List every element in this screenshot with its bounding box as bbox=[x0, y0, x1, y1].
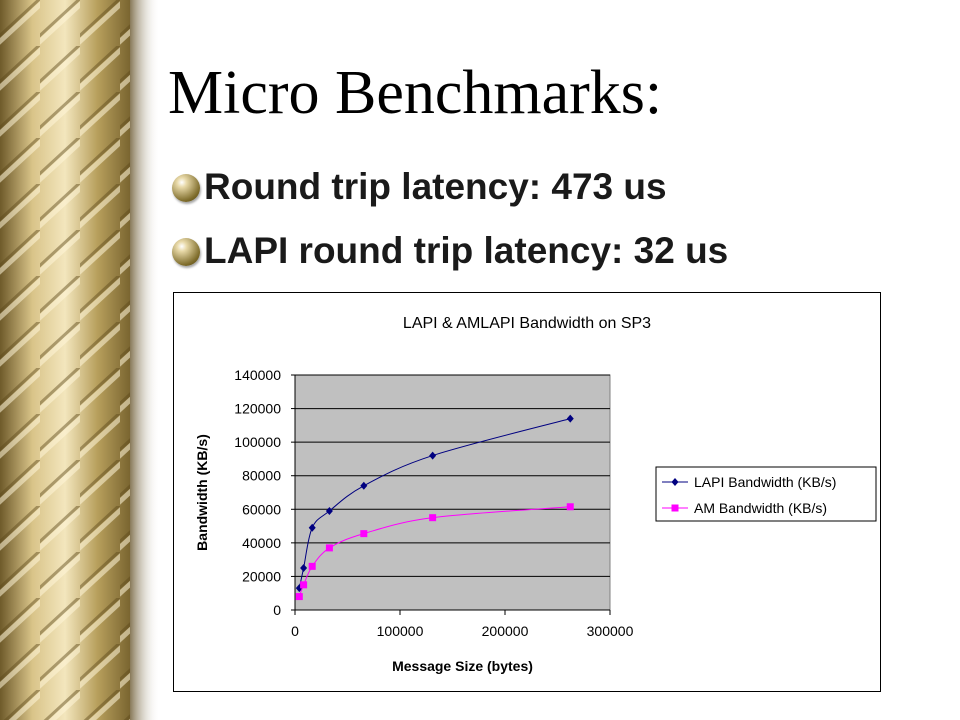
lapi-data-point bbox=[308, 523, 316, 532]
bullet-text: Round trip latency: 473 us bbox=[204, 166, 667, 207]
y-tick-label: 20000 bbox=[242, 568, 281, 584]
bandwidth-chart: 0 20000 40000 60000 80000 100000 120000 140000 0… bbox=[194, 315, 877, 674]
lapi-data-point bbox=[566, 414, 574, 423]
plot-area bbox=[294, 374, 611, 611]
y-axis-title: Bandwidth (KB/s) bbox=[194, 434, 210, 551]
legend-marker bbox=[671, 478, 679, 486]
chart-title: LAPI & AMLAPI Bandwidth on SP3 bbox=[403, 315, 651, 332]
bullet-icon bbox=[172, 238, 200, 266]
lapi-data-point bbox=[429, 451, 437, 460]
lapi-data-point bbox=[300, 564, 308, 573]
x-tick-label: 100000 bbox=[377, 623, 424, 639]
y-tick-label: 80000 bbox=[242, 468, 281, 484]
slide-title: Micro Benchmarks: bbox=[168, 59, 663, 127]
am-data-point bbox=[360, 530, 368, 538]
legend-label: AM Bandwidth (KB/s) bbox=[694, 500, 827, 516]
am-data-point bbox=[295, 593, 303, 601]
bullet-icon bbox=[172, 174, 200, 202]
legend-marker bbox=[671, 504, 679, 512]
y-tick-label: 40000 bbox=[242, 535, 281, 551]
y-tick-label: 120000 bbox=[234, 401, 281, 417]
am-data-point bbox=[566, 503, 574, 511]
legend-label: LAPI Bandwidth (KB/s) bbox=[694, 474, 836, 490]
y-tick-label: 100000 bbox=[234, 434, 281, 450]
am-data-point bbox=[308, 562, 316, 570]
x-tick-label: 300000 bbox=[587, 623, 634, 639]
lapi-data-point bbox=[325, 506, 333, 515]
x-tick-label: 200000 bbox=[482, 623, 529, 639]
lapi-data-point bbox=[360, 481, 368, 490]
y-tick-label: 60000 bbox=[242, 501, 281, 517]
am-data-point bbox=[300, 581, 308, 589]
am-data-point bbox=[429, 514, 437, 522]
y-tick-label: 0 bbox=[273, 602, 281, 618]
x-tick-label: 0 bbox=[291, 623, 299, 639]
legend-box bbox=[655, 466, 877, 522]
am-data-point bbox=[325, 544, 333, 552]
bullet-text: LAPI round trip latency: 32 us bbox=[204, 230, 729, 271]
x-axis-title: Message Size (bytes) bbox=[392, 658, 533, 674]
chart-container: 0 20000 40000 60000 80000 100000 120000 140000 0… bbox=[173, 292, 881, 692]
y-tick-label: 140000 bbox=[234, 367, 281, 383]
